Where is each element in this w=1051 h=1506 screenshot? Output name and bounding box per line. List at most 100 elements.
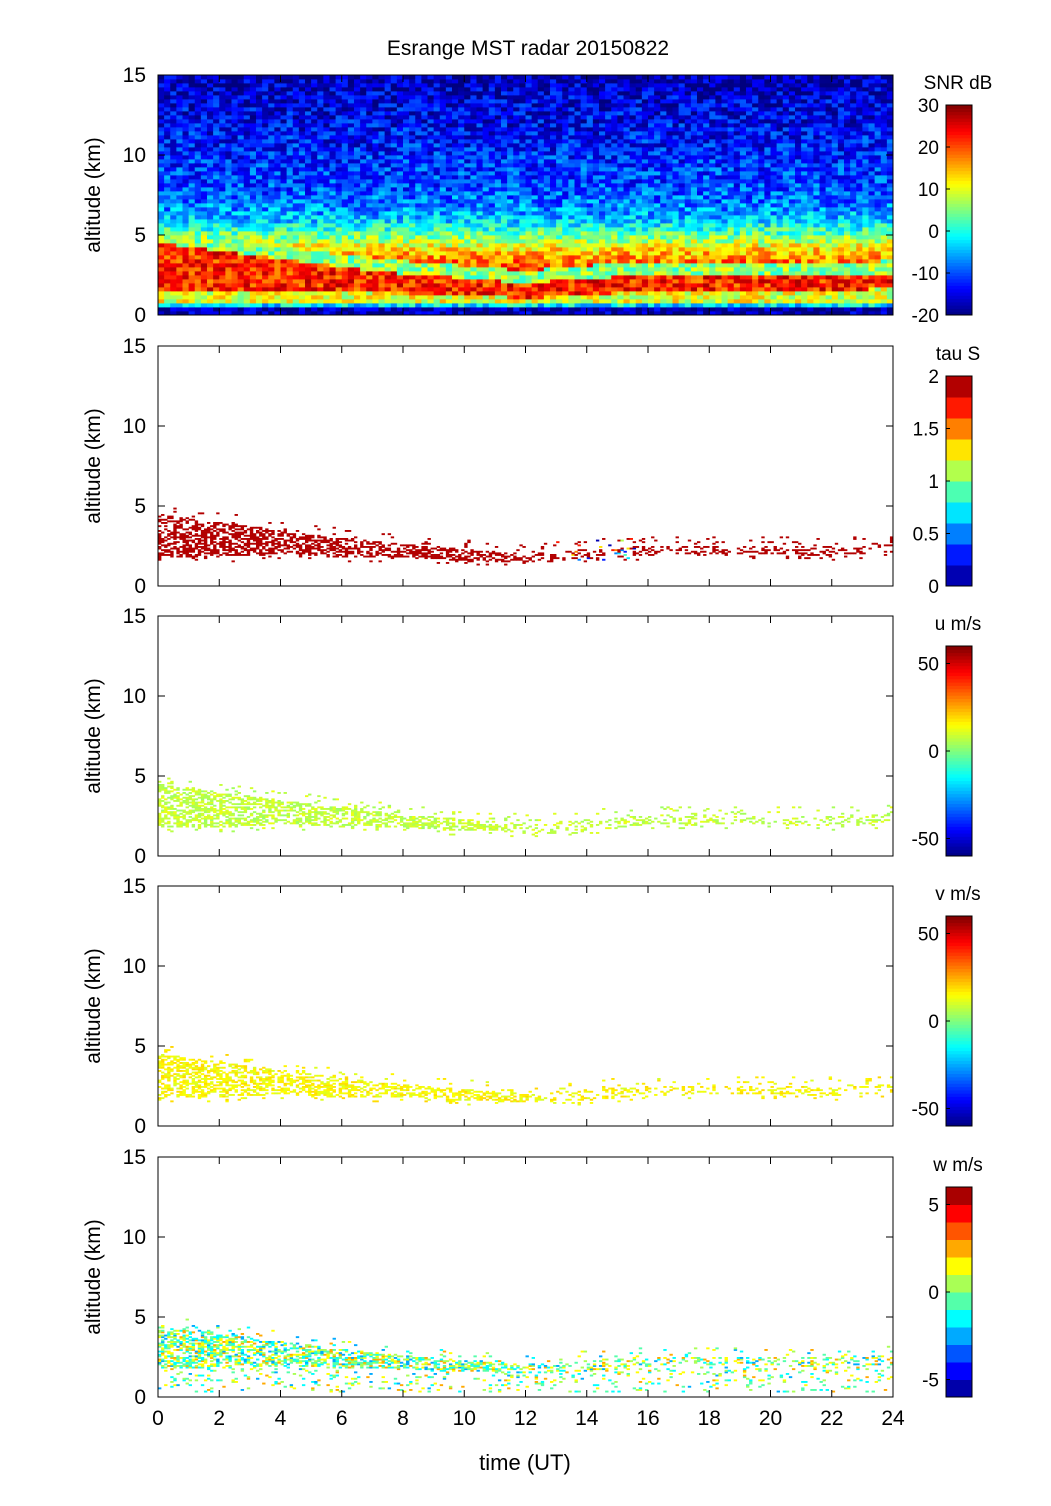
heatmap-cell <box>623 227 631 232</box>
heatmap-cell <box>519 255 526 260</box>
heatmap-cell <box>611 167 618 172</box>
heatmap-cell <box>623 259 631 264</box>
heatmap-cell <box>311 115 318 120</box>
heatmap-cell <box>654 191 661 196</box>
heatmap-cell <box>311 107 318 112</box>
heatmap-cell <box>286 171 294 176</box>
heatmap-cell <box>433 267 441 272</box>
heatmap-cell <box>452 267 459 272</box>
heatmap-cell <box>488 195 496 200</box>
heatmap-cell <box>237 295 245 300</box>
heatmap-cell <box>433 87 441 92</box>
heatmap-cell <box>641 135 649 140</box>
heatmap-cell <box>188 175 196 180</box>
heatmap-cell <box>360 231 367 236</box>
heatmap-cell <box>507 131 514 136</box>
heatmap-cell <box>617 75 624 80</box>
heatmap-cell <box>488 279 496 284</box>
heatmap-cell <box>311 227 318 232</box>
heatmap-cell <box>323 83 330 88</box>
heatmap-cell <box>256 311 263 316</box>
heatmap-cell <box>347 247 355 252</box>
heatmap-cell <box>611 239 618 244</box>
heatmap-cell <box>439 87 447 92</box>
heatmap-cell <box>599 151 606 156</box>
heatmap-cell <box>274 83 281 88</box>
heatmap-cell <box>396 187 404 192</box>
heatmap-cell <box>427 87 435 92</box>
heatmap-cell <box>629 163 637 168</box>
heatmap-cell <box>439 255 447 260</box>
heatmap-cell <box>409 307 416 312</box>
heatmap-cell <box>464 279 471 284</box>
heatmap-cell <box>335 115 343 120</box>
heatmap-cell <box>311 155 318 160</box>
heatmap-cell <box>586 159 594 164</box>
heatmap-cell <box>580 179 588 184</box>
heatmap-cell <box>213 179 220 184</box>
heatmap-cell <box>501 295 508 300</box>
heatmap-cell <box>176 123 183 128</box>
heatmap-cell <box>268 171 275 176</box>
heatmap-cell <box>501 243 508 248</box>
heatmap-cell <box>249 119 257 124</box>
heatmap-cell <box>390 139 398 144</box>
heatmap-cell <box>249 91 257 96</box>
heatmap-cell <box>335 227 343 232</box>
heatmap-cell <box>629 255 637 260</box>
heatmap-cell <box>213 103 220 108</box>
heatmap-cell <box>262 171 269 176</box>
heatmap-cell <box>354 127 361 132</box>
heatmap-cell <box>384 139 392 144</box>
heatmap-cell <box>501 111 508 116</box>
heatmap-cell <box>556 259 563 264</box>
heatmap-cell <box>372 83 379 88</box>
heatmap-cell <box>592 235 600 240</box>
heatmap-cell <box>323 231 330 236</box>
heatmap-cell <box>243 291 251 296</box>
heatmap-cell <box>354 307 361 312</box>
heatmap-cell <box>580 151 588 156</box>
heatmap-cell <box>347 239 355 244</box>
heatmap-cell <box>323 179 330 184</box>
heatmap-cell <box>537 219 545 224</box>
heatmap-cell <box>580 195 588 200</box>
heatmap-cell <box>341 75 349 80</box>
heatmap-cell <box>531 267 539 272</box>
heatmap-cell <box>280 95 288 100</box>
heatmap-cell <box>170 231 177 236</box>
heatmap-cell <box>231 171 239 176</box>
heatmap-cell <box>231 263 239 268</box>
heatmap-cell <box>439 259 447 264</box>
heatmap-cell <box>458 187 465 192</box>
heatmap-cell <box>476 275 484 280</box>
heatmap-cell <box>213 199 220 204</box>
heatmap-cell <box>599 295 606 300</box>
heatmap-cell <box>513 239 520 244</box>
heatmap-cell <box>219 271 226 276</box>
heatmap-cell <box>470 243 477 248</box>
heatmap-cell <box>635 107 643 112</box>
heatmap-cell <box>378 307 386 312</box>
heatmap-cell <box>207 311 214 316</box>
heatmap-cell <box>458 231 465 236</box>
heatmap-cell <box>439 239 447 244</box>
heatmap-cell <box>200 247 208 252</box>
heatmap-cell <box>427 75 435 80</box>
heatmap-cell <box>292 251 300 256</box>
heatmap-cell <box>237 159 245 164</box>
heatmap-cell <box>611 155 618 160</box>
heatmap-cell <box>482 171 490 176</box>
heatmap-cell <box>225 227 232 232</box>
heatmap-cell <box>360 107 367 112</box>
heatmap-cell <box>507 283 514 288</box>
heatmap-cell <box>378 219 386 224</box>
heatmap-cell <box>464 75 471 80</box>
heatmap-cell <box>341 99 349 104</box>
heatmap-cell <box>341 203 349 208</box>
heatmap-cell <box>280 75 288 80</box>
heatmap-cell <box>354 111 361 116</box>
heatmap-cell <box>158 75 165 80</box>
heatmap-cell <box>164 163 171 168</box>
heatmap-cell <box>207 271 214 276</box>
